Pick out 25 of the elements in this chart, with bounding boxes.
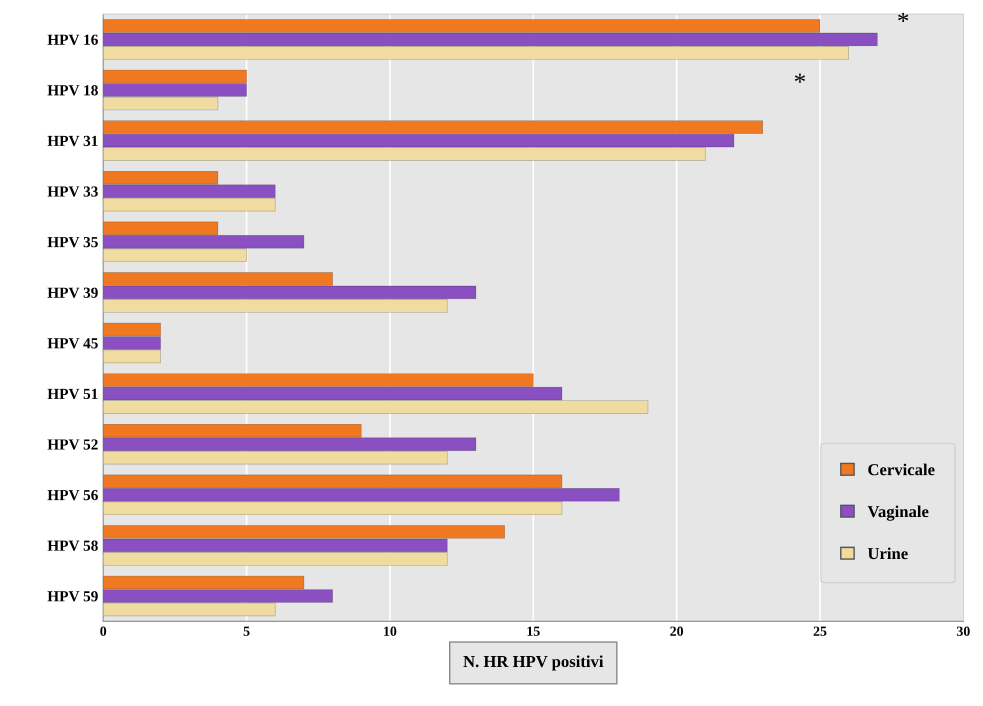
y-tick-label: HPV 39	[48, 288, 98, 298]
y-tick-label: HPV 58	[48, 540, 98, 551]
y-tick-label: HPV 18	[48, 85, 98, 96]
y-tick-label: HPV 35	[48, 236, 98, 248]
y-tick-label: HPV 51	[48, 388, 98, 400]
x-tick-label: 20	[670, 626, 684, 636]
legend-label: Vaginale	[868, 505, 928, 521]
x-tick-label: 25	[814, 626, 826, 636]
x-tick-label: 0	[100, 626, 106, 636]
y-tick-label: HPV 31	[48, 136, 98, 146]
x-tick-label: 30	[956, 626, 970, 636]
y-tick-label: HPV 52	[48, 439, 98, 450]
x-tick-label: 5	[244, 626, 250, 636]
annotation: *	[794, 74, 805, 83]
x-axis-title: N. HR HPV positivi	[463, 655, 604, 671]
y-tick-label: HPV 45	[48, 338, 98, 349]
y-tick-label: HPV 33	[48, 186, 98, 197]
y-tick-label: HPV 59	[48, 591, 98, 602]
legend-label: Urine	[868, 547, 908, 560]
annotation: *	[898, 12, 908, 22]
x-tick-label: 10	[384, 626, 396, 636]
y-tick-label: HPV 56	[48, 490, 98, 500]
y-tick-label: HPV 16	[48, 34, 98, 45]
x-tick-label: 15	[527, 626, 540, 636]
legend-label: Cervicale	[868, 464, 935, 476]
